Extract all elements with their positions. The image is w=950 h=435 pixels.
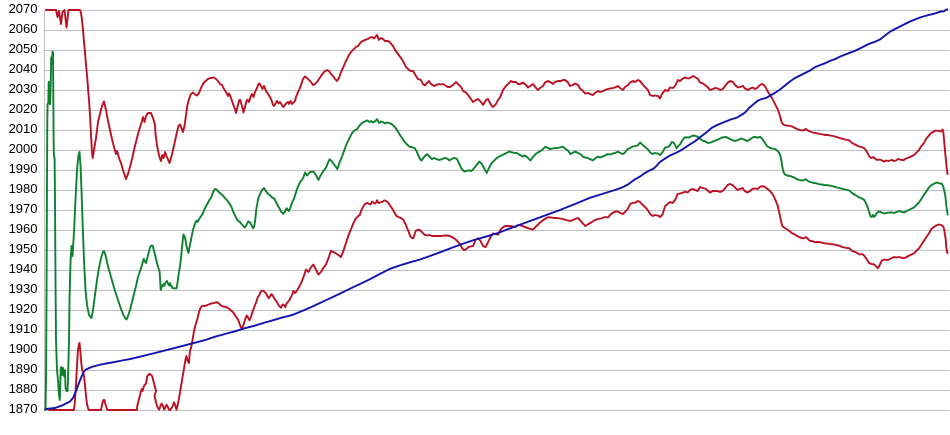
- svg-text:1940: 1940: [9, 261, 38, 276]
- svg-text:2070: 2070: [9, 1, 38, 16]
- svg-text:2050: 2050: [9, 41, 38, 56]
- svg-text:1920: 1920: [9, 301, 38, 316]
- svg-text:1900: 1900: [9, 341, 38, 356]
- svg-text:1870: 1870: [9, 401, 38, 416]
- svg-text:2000: 2000: [9, 141, 38, 156]
- svg-text:2020: 2020: [9, 101, 38, 116]
- svg-text:1910: 1910: [9, 321, 38, 336]
- svg-text:1880: 1880: [9, 381, 38, 396]
- svg-text:2030: 2030: [9, 81, 38, 96]
- svg-text:1930: 1930: [9, 281, 38, 296]
- svg-text:2010: 2010: [9, 121, 38, 136]
- svg-text:2040: 2040: [9, 61, 38, 76]
- svg-text:1970: 1970: [9, 201, 38, 216]
- svg-text:1980: 1980: [9, 181, 38, 196]
- svg-text:1990: 1990: [9, 161, 38, 176]
- svg-text:2060: 2060: [9, 21, 38, 36]
- svg-text:1950: 1950: [9, 241, 38, 256]
- svg-text:1960: 1960: [9, 221, 38, 236]
- svg-text:1890: 1890: [9, 361, 38, 376]
